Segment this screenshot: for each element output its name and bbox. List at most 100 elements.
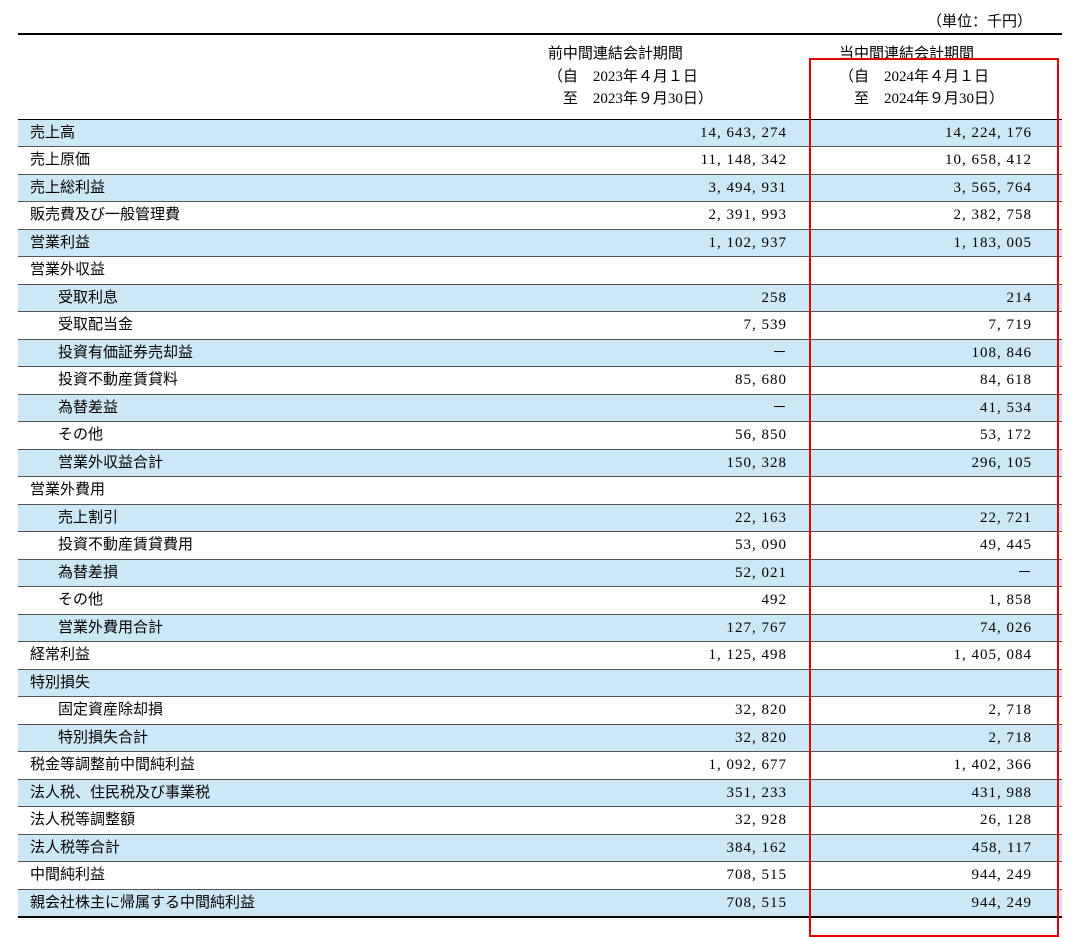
table-row: 法人税、住民税及び事業税351, 233431, 988 bbox=[18, 779, 1062, 807]
table-row: 為替差益－41, 534 bbox=[18, 394, 1062, 422]
row-label: 経常利益 bbox=[18, 642, 520, 670]
row-value-period2: 26, 128 bbox=[811, 807, 1062, 835]
row-value-period2: 1, 402, 366 bbox=[811, 752, 1062, 780]
table-container: 前中間連結会計期間 （自 2023年４月１日 至 2023年９月30日） 当中間… bbox=[18, 33, 1062, 918]
row-label: 営業外費用 bbox=[18, 477, 520, 505]
row-value-period1: 2, 391, 993 bbox=[520, 202, 811, 230]
row-value-period1: 258 bbox=[520, 284, 811, 312]
period2-line3: 至 2024年９月30日） bbox=[839, 88, 1050, 111]
row-value-period2 bbox=[811, 257, 1062, 285]
row-value-period2 bbox=[811, 477, 1062, 505]
row-label: 投資不動産賃貸料 bbox=[18, 367, 520, 395]
row-label: 親会社株主に帰属する中間純利益 bbox=[18, 889, 520, 917]
row-value-period2: 458, 117 bbox=[811, 834, 1062, 862]
row-label: 税金等調整前中間純利益 bbox=[18, 752, 520, 780]
row-value-period1: 150, 328 bbox=[520, 449, 811, 477]
row-value-period2: 296, 105 bbox=[811, 449, 1062, 477]
header-period2: 当中間連結会計期間 （自 2024年４月１日 至 2024年９月30日） bbox=[811, 34, 1062, 119]
row-value-period2: 7, 719 bbox=[811, 312, 1062, 340]
row-value-period2: 214 bbox=[811, 284, 1062, 312]
table-row: 営業外収益合計150, 328296, 105 bbox=[18, 449, 1062, 477]
row-value-period1: 32, 820 bbox=[520, 724, 811, 752]
period1-line2: （自 2023年４月１日 bbox=[548, 66, 799, 89]
header-period1: 前中間連結会計期間 （自 2023年４月１日 至 2023年９月30日） bbox=[520, 34, 811, 119]
row-label: 売上高 bbox=[18, 119, 520, 147]
table-row: 税金等調整前中間純利益1, 092, 6771, 402, 366 bbox=[18, 752, 1062, 780]
row-value-period1 bbox=[520, 669, 811, 697]
row-value-period1: 52, 021 bbox=[520, 559, 811, 587]
table-row: 営業外費用合計127, 76774, 026 bbox=[18, 614, 1062, 642]
table-row: 投資不動産賃貸費用53, 09049, 445 bbox=[18, 532, 1062, 560]
row-label: 営業外収益 bbox=[18, 257, 520, 285]
period1-line1: 前中間連結会計期間 bbox=[548, 43, 799, 66]
row-label: その他 bbox=[18, 422, 520, 450]
row-value-period2: 22, 721 bbox=[811, 504, 1062, 532]
row-label: 中間純利益 bbox=[18, 862, 520, 890]
row-label: 特別損失 bbox=[18, 669, 520, 697]
row-label: 販売費及び一般管理費 bbox=[18, 202, 520, 230]
table-row: 営業外費用 bbox=[18, 477, 1062, 505]
table-row: 経常利益1, 125, 4981, 405, 084 bbox=[18, 642, 1062, 670]
row-label: 受取利息 bbox=[18, 284, 520, 312]
table-row: 営業外収益 bbox=[18, 257, 1062, 285]
period1-line3: 至 2023年９月30日） bbox=[548, 88, 799, 111]
row-label: 法人税、住民税及び事業税 bbox=[18, 779, 520, 807]
table-row: 売上原価11, 148, 34210, 658, 412 bbox=[18, 147, 1062, 175]
row-value-period2: 14, 224, 176 bbox=[811, 119, 1062, 147]
row-label: 投資不動産賃貸費用 bbox=[18, 532, 520, 560]
row-value-period2: 2, 718 bbox=[811, 697, 1062, 725]
row-label: 投資有価証券売却益 bbox=[18, 339, 520, 367]
row-value-period1: 14, 643, 274 bbox=[520, 119, 811, 147]
row-value-period1: 22, 163 bbox=[520, 504, 811, 532]
row-value-period1: 7, 539 bbox=[520, 312, 811, 340]
row-value-period1: 384, 162 bbox=[520, 834, 811, 862]
row-value-period1: 351, 233 bbox=[520, 779, 811, 807]
row-value-period1: 1, 102, 937 bbox=[520, 229, 811, 257]
table-row: 売上割引22, 16322, 721 bbox=[18, 504, 1062, 532]
unit-label: （単位：千円） bbox=[18, 10, 1062, 33]
row-value-period2: 944, 249 bbox=[811, 862, 1062, 890]
period2-line1: 当中間連結会計期間 bbox=[839, 43, 1050, 66]
table-row: 法人税等合計384, 162458, 117 bbox=[18, 834, 1062, 862]
row-label: 売上割引 bbox=[18, 504, 520, 532]
row-label: 売上総利益 bbox=[18, 174, 520, 202]
table-body: 売上高14, 643, 27414, 224, 176売上原価11, 148, … bbox=[18, 119, 1062, 917]
row-value-period1: － bbox=[520, 339, 811, 367]
row-value-period2: 1, 183, 005 bbox=[811, 229, 1062, 257]
row-value-period2: 2, 382, 758 bbox=[811, 202, 1062, 230]
row-label: 売上原価 bbox=[18, 147, 520, 175]
row-label: 固定資産除却損 bbox=[18, 697, 520, 725]
table-row: 販売費及び一般管理費2, 391, 9932, 382, 758 bbox=[18, 202, 1062, 230]
row-label: 営業外費用合計 bbox=[18, 614, 520, 642]
table-row: 売上高14, 643, 27414, 224, 176 bbox=[18, 119, 1062, 147]
row-label: その他 bbox=[18, 587, 520, 615]
table-row: 投資不動産賃貸料85, 68084, 618 bbox=[18, 367, 1062, 395]
row-value-period2: 2, 718 bbox=[811, 724, 1062, 752]
row-value-period1: 1, 125, 498 bbox=[520, 642, 811, 670]
row-value-period2: 944, 249 bbox=[811, 889, 1062, 917]
table-row: 為替差損52, 021－ bbox=[18, 559, 1062, 587]
table-row: 営業利益1, 102, 9371, 183, 005 bbox=[18, 229, 1062, 257]
table-row: 投資有価証券売却益－108, 846 bbox=[18, 339, 1062, 367]
table-row: その他56, 85053, 172 bbox=[18, 422, 1062, 450]
row-value-period2: 431, 988 bbox=[811, 779, 1062, 807]
table-row: 特別損失合計32, 8202, 718 bbox=[18, 724, 1062, 752]
row-value-period2: 74, 026 bbox=[811, 614, 1062, 642]
table-row: 売上総利益3, 494, 9313, 565, 764 bbox=[18, 174, 1062, 202]
row-label: 受取配当金 bbox=[18, 312, 520, 340]
row-value-period1: 85, 680 bbox=[520, 367, 811, 395]
row-value-period1: 708, 515 bbox=[520, 862, 811, 890]
table-row: 親会社株主に帰属する中間純利益708, 515944, 249 bbox=[18, 889, 1062, 917]
row-value-period1 bbox=[520, 257, 811, 285]
row-value-period2: 53, 172 bbox=[811, 422, 1062, 450]
row-value-period2: 1, 405, 084 bbox=[811, 642, 1062, 670]
table-row: 中間純利益708, 515944, 249 bbox=[18, 862, 1062, 890]
row-value-period1: 708, 515 bbox=[520, 889, 811, 917]
table-row: 受取利息258214 bbox=[18, 284, 1062, 312]
row-value-period1: 127, 767 bbox=[520, 614, 811, 642]
row-value-period1: － bbox=[520, 394, 811, 422]
table-row: 特別損失 bbox=[18, 669, 1062, 697]
row-value-period2: 84, 618 bbox=[811, 367, 1062, 395]
row-label: 為替差益 bbox=[18, 394, 520, 422]
table-row: 法人税等調整額32, 92826, 128 bbox=[18, 807, 1062, 835]
